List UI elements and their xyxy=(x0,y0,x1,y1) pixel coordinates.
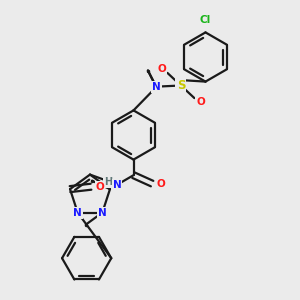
Text: H: H xyxy=(104,177,112,188)
Text: N: N xyxy=(73,208,82,218)
Text: O: O xyxy=(96,182,104,192)
Text: S: S xyxy=(177,79,185,92)
Text: Cl: Cl xyxy=(200,15,211,26)
Text: N: N xyxy=(152,82,161,92)
Text: O: O xyxy=(157,178,166,189)
Text: N: N xyxy=(98,208,107,218)
Text: O: O xyxy=(157,64,166,74)
Text: O: O xyxy=(196,97,205,107)
Text: N: N xyxy=(112,180,122,190)
